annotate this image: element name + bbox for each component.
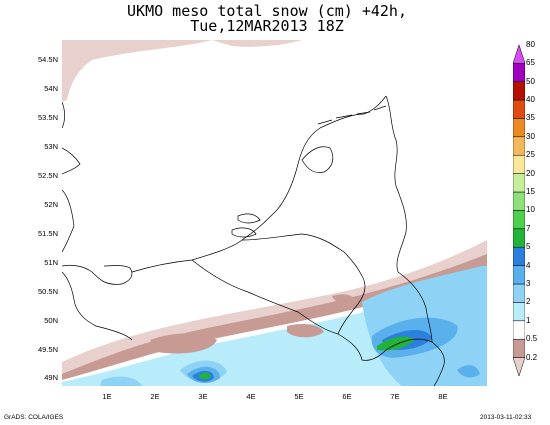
colorbar-label: 1 bbox=[526, 315, 531, 325]
coastlines-and-borders bbox=[62, 95, 445, 386]
colorbar-swatch bbox=[513, 338, 525, 358]
colorbar-label: 0.5 bbox=[526, 334, 538, 344]
colorbar-label: 30 bbox=[526, 131, 535, 141]
lat-label: 51.5N bbox=[37, 229, 58, 238]
colorbar-label: 40 bbox=[526, 95, 535, 104]
lat-label: 53.5N bbox=[37, 113, 58, 122]
snow-map bbox=[62, 40, 487, 386]
lat-label: 50.5N bbox=[37, 287, 58, 296]
snow-field-0.5-patch bbox=[287, 324, 324, 338]
colorbar-swatch bbox=[513, 302, 525, 322]
colorbar-label: 80 bbox=[526, 39, 535, 49]
colorbar-label: 7 bbox=[526, 223, 531, 233]
lat-label: 53N bbox=[44, 142, 58, 151]
lon-label: 2E bbox=[150, 392, 160, 401]
colorbar-label: 65 bbox=[526, 58, 535, 68]
colorbar-label: 20 bbox=[526, 168, 535, 178]
colorbar bbox=[513, 44, 525, 376]
snow-field-0.2-north bbox=[62, 40, 212, 102]
colorbar-swatch bbox=[513, 44, 525, 64]
lon-label: 4E bbox=[246, 392, 256, 401]
lat-label: 49.5N bbox=[37, 345, 58, 354]
colorbar-swatch bbox=[513, 357, 525, 376]
colorbar-swatch bbox=[513, 136, 525, 156]
lat-label: 54N bbox=[44, 84, 58, 93]
colorbar-swatch bbox=[513, 154, 525, 174]
lon-label: 7E bbox=[390, 392, 400, 401]
colorbar-label: 35 bbox=[526, 113, 535, 123]
colorbar-swatch bbox=[513, 246, 525, 266]
colorbar-label: 10 bbox=[526, 205, 535, 215]
colorbar-swatch bbox=[513, 320, 525, 340]
lon-label: 5E bbox=[294, 392, 304, 401]
lat-label: 51N bbox=[44, 258, 58, 267]
colorbar-swatch bbox=[513, 283, 525, 303]
lat-label: 54.5N bbox=[37, 55, 58, 64]
snow-field-3 bbox=[100, 376, 142, 386]
lon-label: 1E bbox=[102, 392, 112, 401]
lon-label: 8E bbox=[438, 392, 448, 401]
footer-credit: GrADS: COLA/IGES bbox=[4, 414, 64, 421]
snow-field-7 bbox=[377, 336, 414, 351]
colorbar-label: 3 bbox=[526, 279, 531, 288]
snow-field-0.5-patch bbox=[150, 333, 217, 354]
footer-timestamp: 2013-03-11-02:33 bbox=[480, 414, 532, 421]
colorbar-swatch bbox=[513, 99, 525, 119]
lat-label: 49N bbox=[44, 373, 58, 382]
lon-label: 3E bbox=[198, 392, 208, 401]
lon-label: 6E bbox=[342, 392, 352, 401]
snow-field-0.2-north-east bbox=[212, 40, 302, 47]
colorbar-label: 0.2 bbox=[526, 352, 538, 362]
map-title-line-2: Tue,12MAR2013 18Z bbox=[190, 17, 344, 35]
colorbar-label: 25 bbox=[526, 150, 535, 160]
colorbar-label: 50 bbox=[526, 76, 535, 86]
colorbar-label: 5 bbox=[526, 242, 531, 252]
lat-label: 52N bbox=[44, 200, 58, 209]
colorbar-swatch bbox=[513, 191, 525, 211]
colorbar-swatch bbox=[513, 228, 525, 248]
lat-label: 50N bbox=[44, 316, 58, 325]
snow-field-7 bbox=[198, 372, 211, 380]
colorbar-label: 4 bbox=[526, 260, 531, 270]
snow-field-0.5-patch bbox=[332, 294, 355, 305]
map-title-line-1: UKMO meso total snow (cm) +42h, bbox=[127, 2, 407, 20]
colorbar-swatch bbox=[513, 81, 525, 101]
colorbar-swatch bbox=[513, 118, 525, 138]
colorbar-swatch bbox=[513, 210, 525, 230]
lat-label: 52.5N bbox=[37, 171, 58, 180]
colorbar-label: 2 bbox=[526, 297, 531, 307]
colorbar-swatch bbox=[513, 173, 525, 193]
snow-field-4 bbox=[457, 365, 480, 378]
colorbar-swatch bbox=[513, 62, 525, 82]
colorbar-swatch bbox=[513, 265, 525, 285]
colorbar-label: 15 bbox=[526, 187, 535, 196]
